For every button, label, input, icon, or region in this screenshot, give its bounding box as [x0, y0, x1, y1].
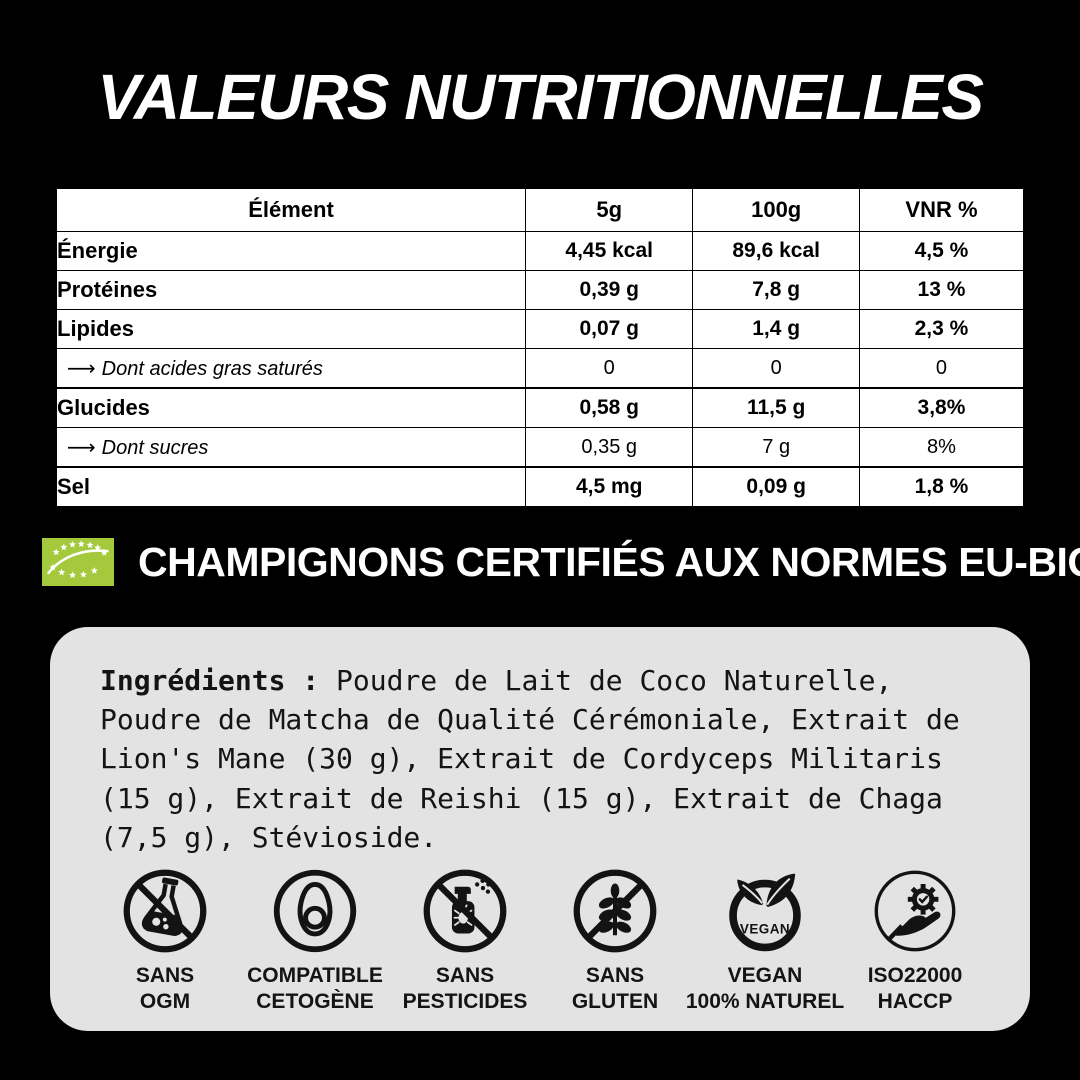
- no-gmo-icon: [123, 869, 207, 953]
- badge-label: COMPATIBLE CETOGÈNE: [247, 963, 383, 1013]
- cell-100g: 11,5 g: [692, 387, 860, 428]
- table-row: Sel 4,5 mg 0,09 g 1,8 %: [55, 466, 1025, 508]
- cell-5g: 0: [524, 348, 694, 389]
- cell-5g: 0,35 g: [524, 427, 694, 468]
- badge-label: SANS PESTICIDES: [402, 963, 528, 1013]
- cell-vnr: 1,8 %: [858, 466, 1025, 508]
- long-arrow-icon: ⟶: [67, 436, 96, 459]
- cell-5g: 0,58 g: [524, 387, 694, 428]
- cell-5g: 0,39 g: [524, 270, 694, 310]
- badge-label: ISO22000 HACCP: [867, 963, 963, 1013]
- badge-item: VEGAN VEGAN 100% NATUREL: [686, 866, 844, 1014]
- cell-5g: 4,45 kcal: [524, 231, 694, 271]
- ingredients-label: Ingrédients :: [100, 664, 337, 697]
- cell-label: ⟶ Dont acides gras saturés: [55, 348, 526, 389]
- cell-100g: 89,6 kcal: [692, 231, 860, 271]
- cell-label: Glucides: [55, 387, 526, 428]
- badges-row: SANS OGM COMPATIBLE CETOGÈNE: [90, 866, 990, 1014]
- ingredients-panel: Ingrédients : Poudre de Lait de Coco Nat…: [50, 627, 1030, 1031]
- ingredients-text: Ingrédients : Poudre de Lait de Coco Nat…: [100, 661, 984, 857]
- iso-haccp-icon: [874, 870, 956, 952]
- cell-100g: 7 g: [692, 427, 860, 468]
- table-row: Énergie 4,45 kcal 89,6 kcal 4,5 %: [55, 231, 1025, 271]
- cell-label: ⟶ Dont sucres: [55, 427, 526, 468]
- cell-label: Lipides: [55, 309, 526, 349]
- cell-vnr: 8%: [858, 427, 1025, 468]
- badge-label: VEGAN 100% NATUREL: [685, 963, 845, 1013]
- table-subrow: ⟶ Dont acides gras saturés 0 0 0: [55, 348, 1025, 389]
- cell-vnr: 13 %: [858, 270, 1025, 310]
- header-element: Élément: [55, 187, 526, 232]
- badge-item: COMPATIBLE CETOGÈNE: [240, 866, 390, 1014]
- bio-claim-row: CHAMPIGNONS CERTIFIÉS AUX NORMES EU-BIO: [42, 536, 1080, 588]
- page-title: VALEURS NUTRITIONNELLES: [97, 61, 984, 133]
- badge-item: SANS PESTICIDES: [390, 866, 540, 1014]
- eu-organic-leaf-icon: [42, 538, 114, 586]
- cell-vnr: 0: [858, 348, 1025, 389]
- ingredients-body: Poudre de Lait de Coco Naturelle, Poudre…: [100, 664, 960, 854]
- cell-100g: 0,09 g: [692, 466, 860, 508]
- table-row: Glucides 0,58 g 11,5 g 3,8%: [55, 387, 1025, 428]
- gluten-free-icon: [573, 869, 657, 953]
- header-100g: 100g: [692, 187, 860, 232]
- cell-label: Protéines: [55, 270, 526, 310]
- cell-label: Sel: [55, 466, 526, 508]
- badge-item: SANS OGM: [90, 866, 240, 1014]
- cell-vnr: 3,8%: [858, 387, 1025, 428]
- cell-vnr: 2,3 %: [858, 309, 1025, 349]
- table-row: Protéines 0,39 g 7,8 g 13 %: [55, 270, 1025, 310]
- cell-vnr: 4,5 %: [858, 231, 1025, 271]
- header-5g: 5g: [524, 187, 694, 232]
- nutrition-table: Élément 5g 100g VNR % Énergie 4,45 kcal …: [55, 187, 1025, 508]
- long-arrow-icon: ⟶: [67, 357, 96, 380]
- table-row: Lipides 0,07 g 1,4 g 2,3 %: [55, 309, 1025, 349]
- no-pesticides-icon: [423, 869, 507, 953]
- header-vnr: VNR %: [858, 187, 1025, 232]
- table-header-row: Élément 5g 100g VNR %: [55, 187, 1025, 232]
- nutrition-table-wrap: Élément 5g 100g VNR % Énergie 4,45 kcal …: [55, 187, 1025, 508]
- cell-5g: 4,5 mg: [524, 466, 694, 508]
- cell-100g: 1,4 g: [692, 309, 860, 349]
- cell-100g: 7,8 g: [692, 270, 860, 310]
- keto-avocado-icon: [273, 869, 357, 953]
- badge-item: SANS GLUTEN: [540, 866, 690, 1014]
- badge-item: ISO22000 HACCP: [840, 866, 990, 1014]
- badge-label: SANS OGM: [135, 963, 195, 1013]
- table-subrow: ⟶ Dont sucres 0,35 g 7 g 8%: [55, 427, 1025, 468]
- bio-claim-text: CHAMPIGNONS CERTIFIÉS AUX NORMES EU-BIO: [138, 538, 1080, 585]
- cell-5g: 0,07 g: [524, 309, 694, 349]
- cell-100g: 0: [692, 348, 860, 389]
- vegan-icon: VEGAN: [729, 873, 801, 952]
- badge-label: SANS GLUTEN: [571, 963, 659, 1013]
- cell-label: Énergie: [55, 231, 526, 271]
- svg-text:VEGAN: VEGAN: [740, 921, 790, 936]
